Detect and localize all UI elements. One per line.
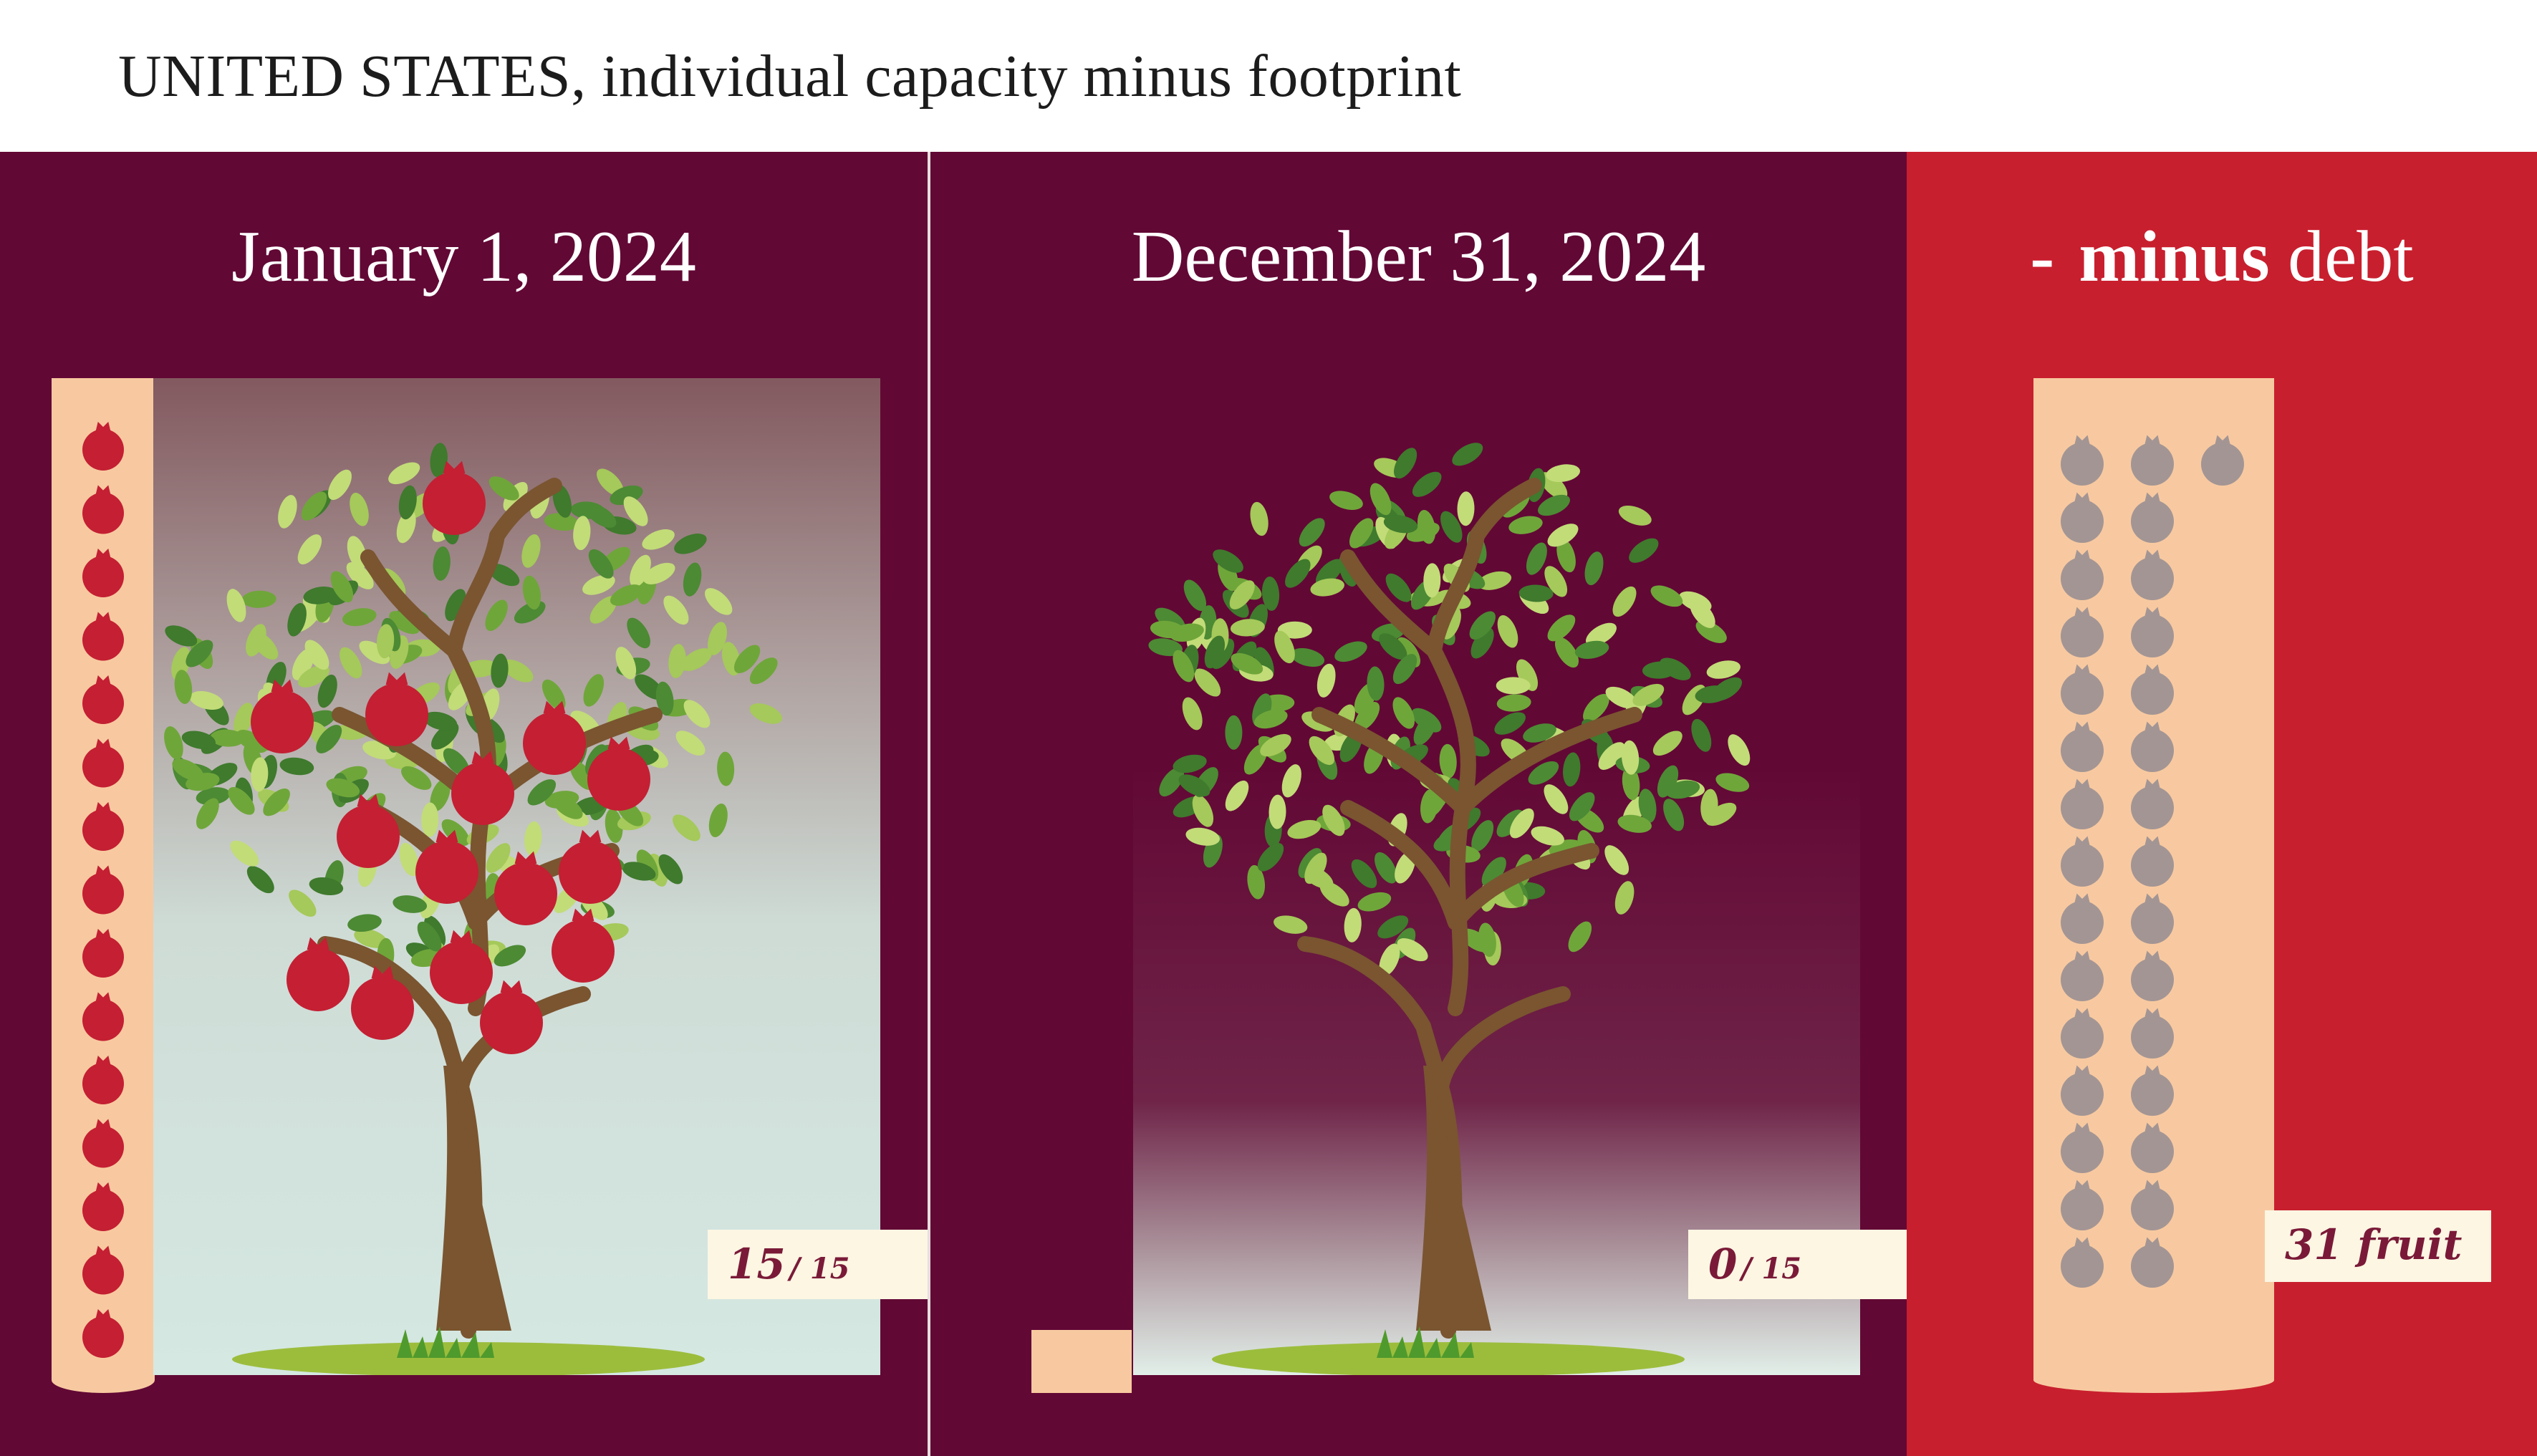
pomegranate-icon <box>480 980 543 1054</box>
panel-december-title: December 31, 2024 <box>1131 216 1706 297</box>
pomegranate-icon <box>430 930 493 1004</box>
pomegranate-icon <box>423 461 486 535</box>
pomegranate-icon <box>82 675 124 724</box>
pomegranate-icon <box>523 700 586 775</box>
pomegranate-icon <box>82 485 124 534</box>
count-january-value: 15 <box>728 1240 786 1288</box>
pomegranate-icon <box>2061 893 2104 944</box>
pomegranate-icon <box>2131 893 2174 944</box>
pomegranate-icon <box>2061 778 2104 829</box>
debt-title-bold: minus <box>2079 216 2270 297</box>
pomegranate-icon <box>2061 721 2104 772</box>
pomegranate-icon <box>82 801 124 851</box>
panel-january-title: January 1, 2024 <box>231 216 696 297</box>
pomegranate-icon <box>559 829 622 904</box>
debt-count: 31 fruit <box>2265 1210 2491 1282</box>
fruit-capsule-graphic <box>52 378 155 1393</box>
empty-capsule <box>1031 1330 1132 1393</box>
pomegranate-icon <box>494 851 557 925</box>
pomegranate-icon <box>2061 492 2104 543</box>
pomegranate-icon <box>82 1182 124 1231</box>
pomegranate-icon <box>2201 435 2244 486</box>
pomegranate-icon <box>2061 1180 2104 1230</box>
pomegranate-icon <box>2061 1065 2104 1116</box>
pomegranate-icon <box>82 1119 124 1168</box>
header: UNITED STATES, individual capacity minus… <box>0 0 2537 152</box>
pomegranate-icon <box>351 965 414 1040</box>
pomegranate-icon <box>2131 1180 2174 1230</box>
pomegranate-icon <box>337 794 400 868</box>
count-december-value: 0 <box>1708 1240 1738 1288</box>
panel-divider <box>928 152 930 1456</box>
leafy-tree <box>1133 443 1860 1375</box>
pomegranate-icon <box>2131 721 2174 772</box>
pomegranate-icon <box>2061 836 2104 887</box>
pomegranate-tree <box>153 378 880 1375</box>
pomegranate-icon <box>451 751 514 825</box>
pomegranate-icon <box>587 736 650 811</box>
page-title: UNITED STATES, individual capacity minus… <box>118 43 1462 110</box>
pomegranate-icon <box>82 865 124 915</box>
fruit-capsule <box>52 378 155 1393</box>
pomegranate-icon <box>365 672 428 746</box>
pomegranate-icon <box>82 1308 124 1358</box>
pomegranate-icon <box>2131 836 2174 887</box>
pomegranate-icon <box>82 548 124 597</box>
pomegranate-icon <box>82 738 124 788</box>
pomegranate-icon <box>2061 435 2104 486</box>
pomegranate-icon <box>2131 492 2174 543</box>
pomegranate-icon <box>2131 950 2174 1001</box>
pomegranate-icon <box>2061 1122 2104 1173</box>
pomegranate-icon <box>2131 664 2174 715</box>
pomegranate-icon <box>2131 1237 2174 1288</box>
fruit-count-december: 0 / 15 <box>1688 1230 1907 1299</box>
pomegranate-icon <box>82 1245 124 1295</box>
pomegranate-icon <box>2131 435 2174 486</box>
pomegranate-icon <box>2061 607 2104 657</box>
debt-capsule <box>2033 378 2274 1393</box>
pomegranate-icon <box>2131 778 2174 829</box>
pomegranate-icon <box>2131 1008 2174 1059</box>
pomegranate-icon <box>2131 607 2174 657</box>
count-december-total: / 15 <box>1741 1252 1802 1286</box>
pomegranate-icon <box>2061 1008 2104 1059</box>
pomegranate-icon <box>82 1055 124 1104</box>
pomegranate-icon <box>82 421 124 471</box>
debt-title-rest: debt <box>2288 216 2414 297</box>
december-scene <box>1133 378 1860 1375</box>
count-january-total: / 15 <box>789 1252 850 1286</box>
pomegranate-icon <box>2131 549 2174 600</box>
pomegranate-icon <box>552 908 615 983</box>
pomegranate-icon <box>2061 664 2104 715</box>
fruit-count-january: 15 / 15 <box>708 1230 928 1299</box>
minus-sign: - <box>2030 216 2055 297</box>
pomegranate-icon <box>2131 1122 2174 1173</box>
pomegranate-icon <box>2061 1237 2104 1288</box>
debt-count-label: 31 fruit <box>2285 1220 2463 1269</box>
january-scene <box>153 378 880 1375</box>
pomegranate-icon <box>82 612 124 661</box>
pomegranate-icon <box>2131 1065 2174 1116</box>
panel-debt-title: - minus debt <box>1907 215 2537 299</box>
pomegranate-icon <box>82 992 124 1041</box>
pomegranate-icon <box>415 829 478 904</box>
pomegranate-icon <box>82 928 124 978</box>
pomegranate-icon <box>2061 950 2104 1001</box>
pomegranate-icon <box>251 679 314 753</box>
pomegranate-icon <box>287 937 350 1011</box>
pomegranate-icon <box>2061 549 2104 600</box>
debt-capsule-graphic <box>2033 378 2274 1393</box>
